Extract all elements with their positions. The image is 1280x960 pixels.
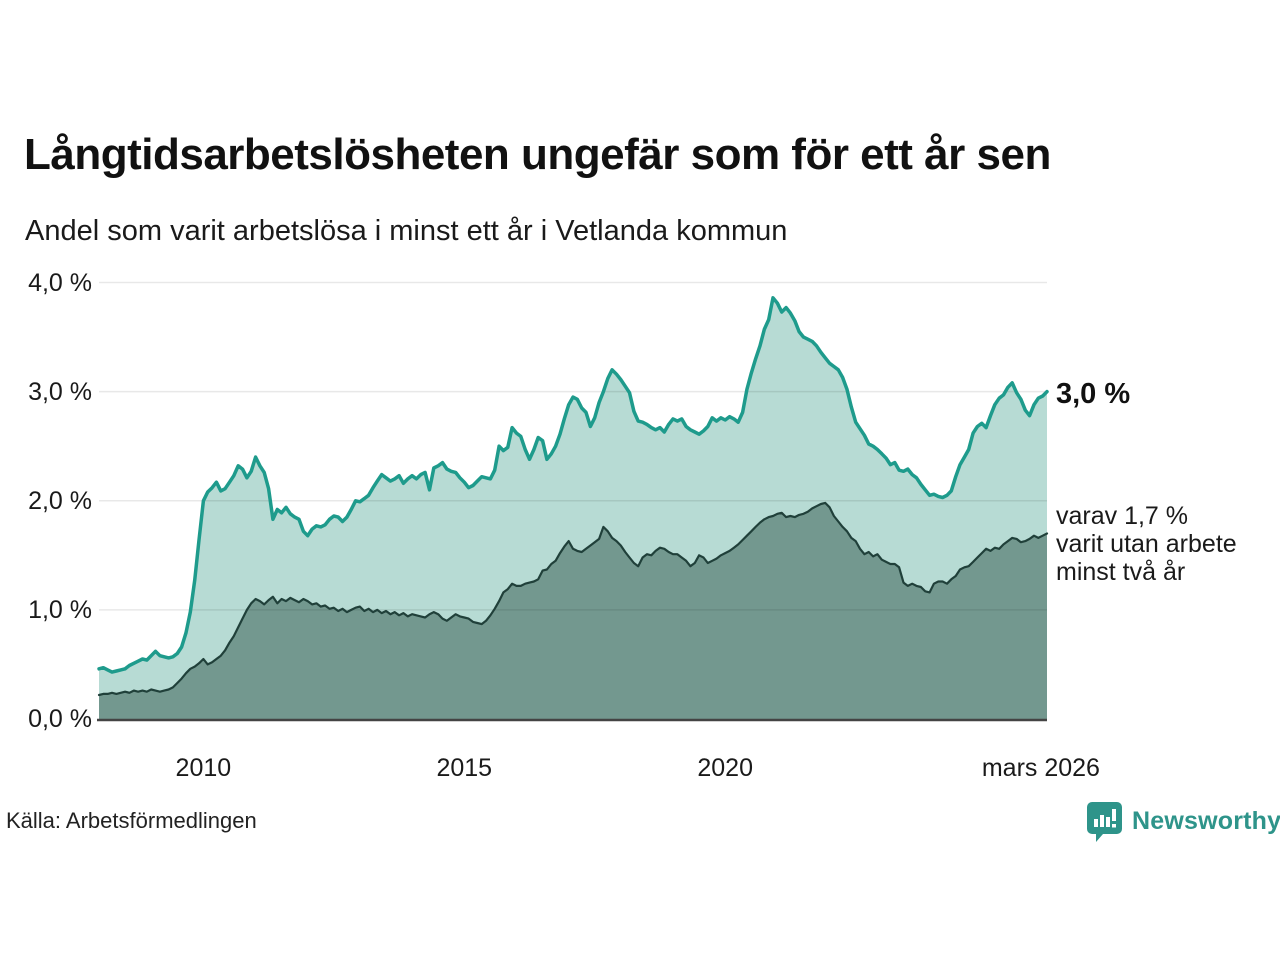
end-value-annotation: 3,0 %	[1056, 378, 1131, 410]
newsworthy-logo-text: Newsworthy	[1132, 807, 1280, 835]
page-subtitle: Andel som varit arbetslösa i minst ett å…	[25, 215, 788, 247]
series-line-0	[97, 296, 1049, 674]
series-line-1	[97, 501, 1049, 697]
y-tick-label: 2,0 %	[28, 486, 92, 515]
y-tick-label: 4,0 %	[28, 268, 92, 297]
page-title: Långtidsarbetslösheten ungefär som för e…	[24, 130, 1051, 179]
y-tick-label: 0,0 %	[28, 705, 92, 733]
x-tick-label: 2010	[175, 754, 232, 782]
y-tick-label: 1,0 %	[28, 595, 92, 624]
x-tick-label: 2015	[436, 754, 493, 782]
x-tick-label: mars 2026	[981, 754, 1100, 782]
x-tick-label: 2020	[697, 754, 753, 782]
source-note: Källa: Arbetsförmedlingen	[6, 808, 257, 833]
secondary-series-annotation: varav 1,7 % varit utan arbete minst två …	[1056, 502, 1237, 586]
y-tick-label: 3,0 %	[28, 377, 92, 406]
series-area-1	[99, 502, 1047, 719]
newsworthy-logo: Newsworthy	[1086, 801, 1280, 842]
newsworthy-logo-icon	[1086, 801, 1123, 842]
